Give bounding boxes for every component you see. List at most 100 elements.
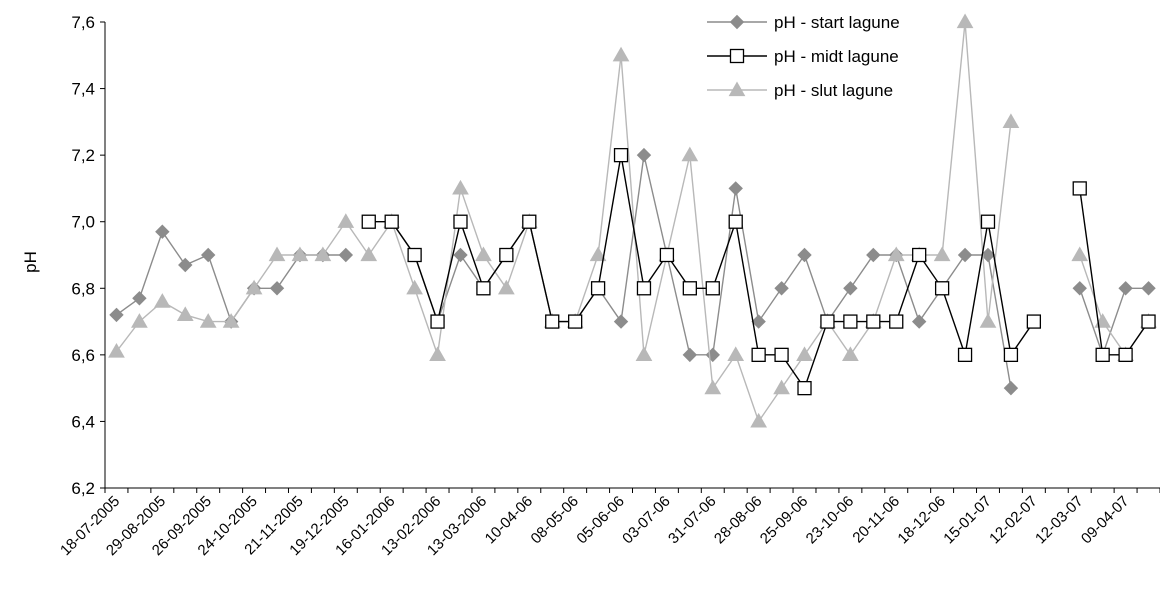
data-point — [1141, 281, 1156, 296]
data-point — [866, 314, 881, 329]
data-point — [1072, 181, 1087, 196]
data-point — [934, 281, 950, 296]
data-point — [682, 281, 697, 296]
data-point — [291, 246, 309, 262]
data-point — [269, 281, 285, 296]
data-point — [590, 281, 606, 296]
data-point — [545, 314, 560, 329]
data-point — [360, 246, 378, 262]
series-line — [1079, 254, 1150, 357]
y-tick-label: 6,6 — [71, 346, 95, 365]
data-point — [636, 147, 652, 163]
x-tick-label: 09-04-07 — [1078, 493, 1132, 547]
data-point — [1072, 281, 1087, 296]
x-tick-label: 12-02-07 — [986, 493, 1040, 547]
data-point — [337, 213, 355, 228]
data-point — [132, 291, 147, 306]
data-point — [245, 279, 263, 295]
data-point — [912, 247, 927, 263]
y-axis-ticks: 6,2 6,4 6,6 6,8 7,0 7,2 7,4 7,6 — [71, 13, 105, 498]
data-point — [1003, 380, 1019, 396]
data-point — [773, 379, 790, 395]
data-point — [705, 281, 720, 296]
data-point — [797, 247, 812, 263]
data-point — [843, 281, 858, 296]
data-point — [338, 247, 354, 263]
data-point — [109, 307, 124, 323]
data-point — [1003, 347, 1019, 363]
legend-label: pH - midt lagune — [774, 47, 899, 66]
data-point — [199, 313, 217, 328]
data-point — [681, 146, 699, 162]
data-point — [705, 347, 720, 363]
legend-marker — [728, 81, 746, 97]
axes — [104, 22, 1160, 489]
x-tick-label: 20-11-06 — [849, 493, 903, 547]
x-tick-label: 15-01-07 — [940, 493, 994, 547]
data-point — [407, 247, 422, 263]
data-point — [659, 247, 675, 263]
data-point — [704, 379, 722, 395]
y-tick-label: 7,6 — [71, 13, 95, 32]
data-point — [889, 314, 904, 329]
legend-label: pH - start lagune — [774, 13, 900, 32]
data-point — [429, 346, 446, 361]
data-point — [774, 281, 789, 296]
legend-marker — [729, 48, 745, 64]
data-point — [131, 313, 148, 328]
data-point — [820, 314, 835, 329]
data-point — [384, 214, 399, 229]
data-point — [568, 314, 583, 329]
legend-label: pH - slut lagune — [774, 81, 893, 100]
data-point — [636, 281, 652, 296]
y-tick-label: 7,4 — [71, 80, 95, 99]
data-point — [497, 279, 515, 295]
data-point — [178, 257, 193, 273]
data-point — [475, 246, 492, 262]
data-point — [1071, 246, 1089, 262]
data-point — [957, 347, 973, 363]
data-point — [750, 412, 768, 428]
data-point — [453, 247, 468, 263]
data-point — [1095, 347, 1110, 363]
x-axis-ticks: 18-07-200529-08-200526-09-200524-10-2005… — [57, 488, 1160, 559]
data-point — [108, 343, 125, 358]
data-point — [176, 306, 194, 322]
data-point — [843, 314, 858, 329]
data-point — [1026, 314, 1042, 329]
data-point — [957, 247, 973, 263]
data-point — [980, 214, 996, 229]
data-point — [728, 181, 743, 196]
x-tick-label: 03-07-06 — [619, 493, 673, 547]
data-point — [751, 347, 766, 363]
y-tick-label: 6,8 — [71, 279, 95, 298]
data-point — [979, 313, 997, 328]
data-point — [1002, 113, 1020, 128]
series-line — [116, 230, 346, 324]
data-point — [499, 247, 514, 263]
data-point — [911, 314, 927, 329]
data-point — [774, 347, 789, 363]
series-ph-start-lagune — [109, 147, 1156, 396]
data-point — [361, 214, 376, 229]
data-point — [635, 346, 653, 361]
data-point — [842, 346, 859, 361]
data-point — [155, 224, 170, 239]
y-axis-label: pH — [21, 251, 40, 273]
data-point — [153, 293, 171, 308]
data-point — [613, 314, 629, 329]
legend-item: pH - slut lagune — [707, 81, 893, 100]
series-line — [1079, 188, 1150, 356]
y-tick-label: 6,4 — [71, 412, 95, 431]
x-tick-label: 25-09-06 — [757, 493, 811, 547]
data-point — [268, 246, 286, 262]
x-tick-label: 23-10-06 — [803, 493, 857, 547]
data-point — [406, 279, 423, 295]
data-point — [453, 214, 468, 229]
data-point — [476, 281, 491, 296]
legend-marker — [729, 14, 745, 30]
series-ph-midt-lagune — [361, 147, 1156, 396]
x-tick-label: 28-08-06 — [711, 493, 765, 547]
data-point — [613, 147, 629, 163]
data-point — [589, 246, 607, 262]
